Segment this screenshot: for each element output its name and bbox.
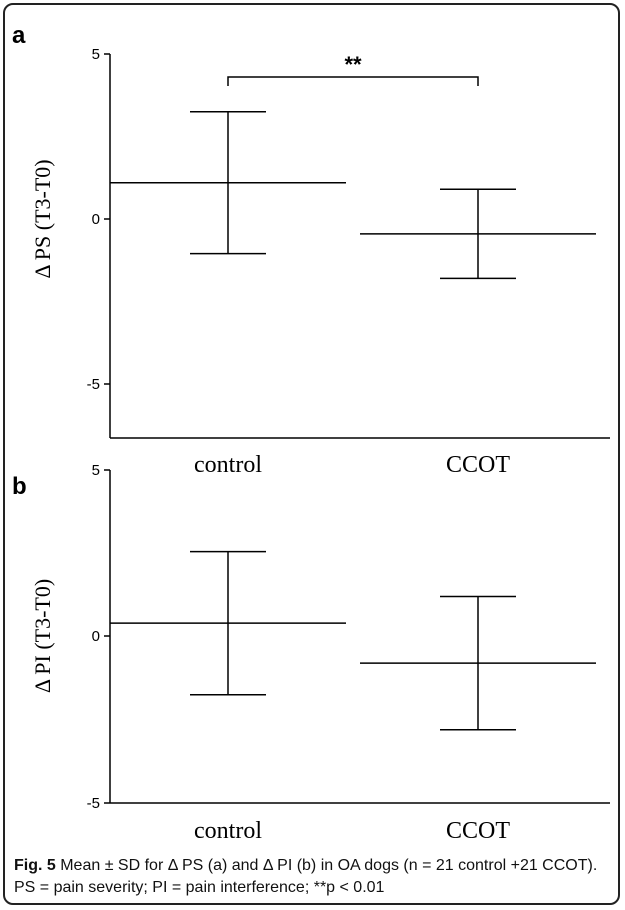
panel-b: b 5 0 -5 Δ PI (T3-T0) control CCOT [12, 462, 610, 844]
panel-b-letter: b [12, 473, 27, 500]
panel-a-y-tick-label: 5 [92, 46, 100, 63]
panel-b-y-tick-label: 5 [92, 462, 100, 479]
panel-a-x-category-label: control [194, 452, 262, 478]
figure-frame [3, 3, 620, 905]
panel-b-errorbar-control [110, 550, 346, 696]
panel-a: a 5 0 -5 Δ PS (T3-T0) control CCOT ** [12, 22, 610, 478]
panel-a-errorbar-ccot [360, 188, 596, 280]
panel-a-significance-label: ** [344, 52, 362, 77]
panel-a-y-tick-label: 0 [92, 211, 100, 228]
caption-text: Mean ± SD for Δ PS (a) and Δ PI (b) in O… [14, 857, 598, 896]
panel-b-y-tick-label: -5 [87, 795, 100, 812]
panel-b-errorbar-ccot [360, 595, 596, 731]
panel-b-y-tick-label: 0 [92, 628, 100, 645]
panel-b-x-category-label: control [194, 818, 262, 844]
panel-a-errorbar-control [110, 111, 346, 255]
caption-label: Fig. 5 [14, 857, 56, 874]
panel-a-y-axis-title: Δ PS (T3-T0) [30, 159, 55, 278]
panel-b-y-axis-title: Δ PI (T3-T0) [30, 579, 55, 693]
figure-caption: Fig. 5 Mean ± SD for Δ PS (a) and Δ PI (… [14, 855, 610, 899]
panel-b-x-category-label: CCOT [446, 818, 510, 844]
panel-a-letter: a [12, 22, 26, 49]
panel-a-significance-bracket [227, 76, 479, 86]
panel-a-y-tick-label: -5 [87, 376, 100, 393]
panel-a-x-category-label: CCOT [446, 452, 510, 478]
